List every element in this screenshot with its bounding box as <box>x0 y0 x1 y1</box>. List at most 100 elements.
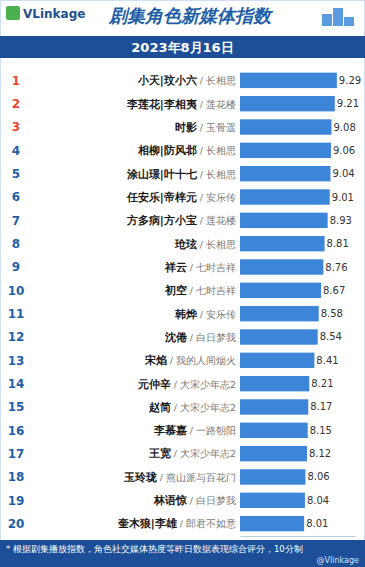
drama-name: / 安乐传 <box>200 309 236 320</box>
background <box>1 1 365 567</box>
bar <box>240 493 305 508</box>
character-name: 赵简 <box>148 401 171 414</box>
drama-name: / 玉骨遥 <box>200 122 236 133</box>
data-label: 9.06 <box>333 145 355 156</box>
drama-name: / 长相思 <box>200 239 236 250</box>
category-labels: 小天|玟小六/ 长相思李莲花|李相夷/ 莲花楼时影/ 玉骨遥相柳|防风邶/ 长相… <box>117 74 236 530</box>
data-label: 8.21 <box>311 378 333 389</box>
bar <box>240 423 308 438</box>
category-label: 方多病|方小宝/ 莲花楼 <box>126 214 236 227</box>
rank: 18 <box>8 470 25 484</box>
character-name: 李莲花|李相夷 <box>126 98 198 111</box>
drama-name: / 莲花楼 <box>200 215 236 226</box>
logo: VLinkage <box>6 6 85 21</box>
character-name: 涂山璟|叶十七 <box>126 168 197 181</box>
character-name: 祥云 <box>164 261 187 274</box>
logo-icon <box>6 6 20 20</box>
title: 剧集角色新媒体指数 <box>108 5 274 26</box>
data-label: 8.15 <box>310 425 332 436</box>
podium-block <box>344 17 354 26</box>
rank: 4 <box>12 144 20 158</box>
data-label: 8.01 <box>306 518 328 529</box>
drama-name: / 大宋少年志2 <box>174 379 236 390</box>
bar <box>240 73 337 88</box>
rank: 12 <box>8 330 25 344</box>
rank: 11 <box>8 307 25 321</box>
data-label: 8.67 <box>323 285 345 296</box>
axis-line <box>241 536 356 537</box>
rank: 13 <box>8 354 25 368</box>
drama-name: / 七时吉祥 <box>190 262 236 273</box>
bar <box>240 469 305 484</box>
data-label: 9.01 <box>332 192 354 203</box>
category-label: 相柳|防风邶/ 长相思 <box>137 144 236 157</box>
chart: VLinkage剧集角色新媒体指数2023年8月16日1234567891011… <box>0 0 365 567</box>
bar <box>240 353 314 368</box>
category-label: 李莲花|李相夷/ 莲花楼 <box>126 98 236 111</box>
rank: 2 <box>12 97 20 111</box>
bar <box>240 166 330 181</box>
drama-name: / 郎君不如意 <box>180 518 236 529</box>
data-label: 8.12 <box>309 448 331 459</box>
category-label: 沈倦/ 白日梦我 <box>164 331 236 344</box>
category-label: 宋焰/ 我的人间烟火 <box>144 354 236 367</box>
character-name: 方多病|方小宝 <box>126 214 197 227</box>
data-label: 8.04 <box>307 495 329 506</box>
bar <box>240 236 325 251</box>
date-band <box>0 36 365 58</box>
rank: 19 <box>8 494 25 508</box>
bar <box>240 119 331 134</box>
rank: 1 <box>12 74 20 88</box>
category-label: 玉玲珑/ 燕山派与百花门 <box>123 471 236 484</box>
drama-name: / 莲花楼 <box>200 99 236 110</box>
category-label: 时影/ 玉骨遥 <box>175 121 236 134</box>
category-label: 初空/ 七时吉祥 <box>164 284 236 297</box>
podium-block <box>322 14 332 26</box>
footnote: * 根据剧集播放指数，角色社交媒体热度等昨日数据表现综合评分，10分制 <box>6 544 303 554</box>
bar <box>240 189 330 204</box>
drama-name: / 大宋少年志2 <box>174 402 236 413</box>
drama-name: / 燕山派与百花门 <box>160 472 236 483</box>
rank: 8 <box>12 237 20 251</box>
ranks: 1234567891011121314151617181920 <box>8 74 25 531</box>
rank: 15 <box>8 400 25 414</box>
drama-name: / 长相思 <box>200 169 236 180</box>
bar <box>240 283 321 298</box>
rank: 7 <box>12 214 20 228</box>
subtitle: 2023年8月16日 <box>131 40 233 55</box>
drama-name: / 七时吉祥 <box>190 285 236 296</box>
data-label: 8.54 <box>320 331 342 342</box>
drama-name: / 一路朝阳 <box>190 425 236 436</box>
logo-text: VLinkage <box>23 7 85 21</box>
character-name: 韩烨 <box>174 308 198 321</box>
category-label: 玱玹/ 长相思 <box>174 238 236 251</box>
category-label: 涂山璟|叶十七/ 长相思 <box>126 168 236 181</box>
character-name: 元仲辛 <box>137 378 171 391</box>
drama-name: / 长相思 <box>200 145 236 156</box>
data-label: 8.81 <box>327 238 349 249</box>
data-label: 8.06 <box>307 471 329 482</box>
bar <box>240 516 304 531</box>
rank: 6 <box>12 190 20 204</box>
rank: 9 <box>12 260 20 274</box>
character-name: 小天|玟小六 <box>137 74 197 87</box>
bar <box>240 259 323 274</box>
rank: 16 <box>8 424 25 438</box>
rank: 10 <box>8 284 25 298</box>
category-label: 任安乐|帝梓元/ 安乐传 <box>126 191 236 204</box>
bar <box>240 329 318 344</box>
category-label: 祥云/ 七时吉祥 <box>164 261 236 274</box>
data-label: 8.41 <box>316 355 338 366</box>
category-label: 林语惊/ 白日梦我 <box>153 494 236 507</box>
drama-name: / 我的人间烟火 <box>170 355 236 366</box>
category-label: 元仲辛/ 大宋少年志2 <box>137 378 236 391</box>
bar <box>240 96 335 111</box>
drama-name: / 安乐传 <box>200 192 236 203</box>
character-name: 时影 <box>175 121 197 134</box>
footer-band <box>0 540 365 567</box>
drama-name: / 大宋少年志2 <box>174 448 236 459</box>
bar <box>240 213 328 228</box>
data-label: 9.04 <box>332 168 354 179</box>
rank: 3 <box>12 120 20 134</box>
character-name: 玱玹 <box>174 238 197 251</box>
